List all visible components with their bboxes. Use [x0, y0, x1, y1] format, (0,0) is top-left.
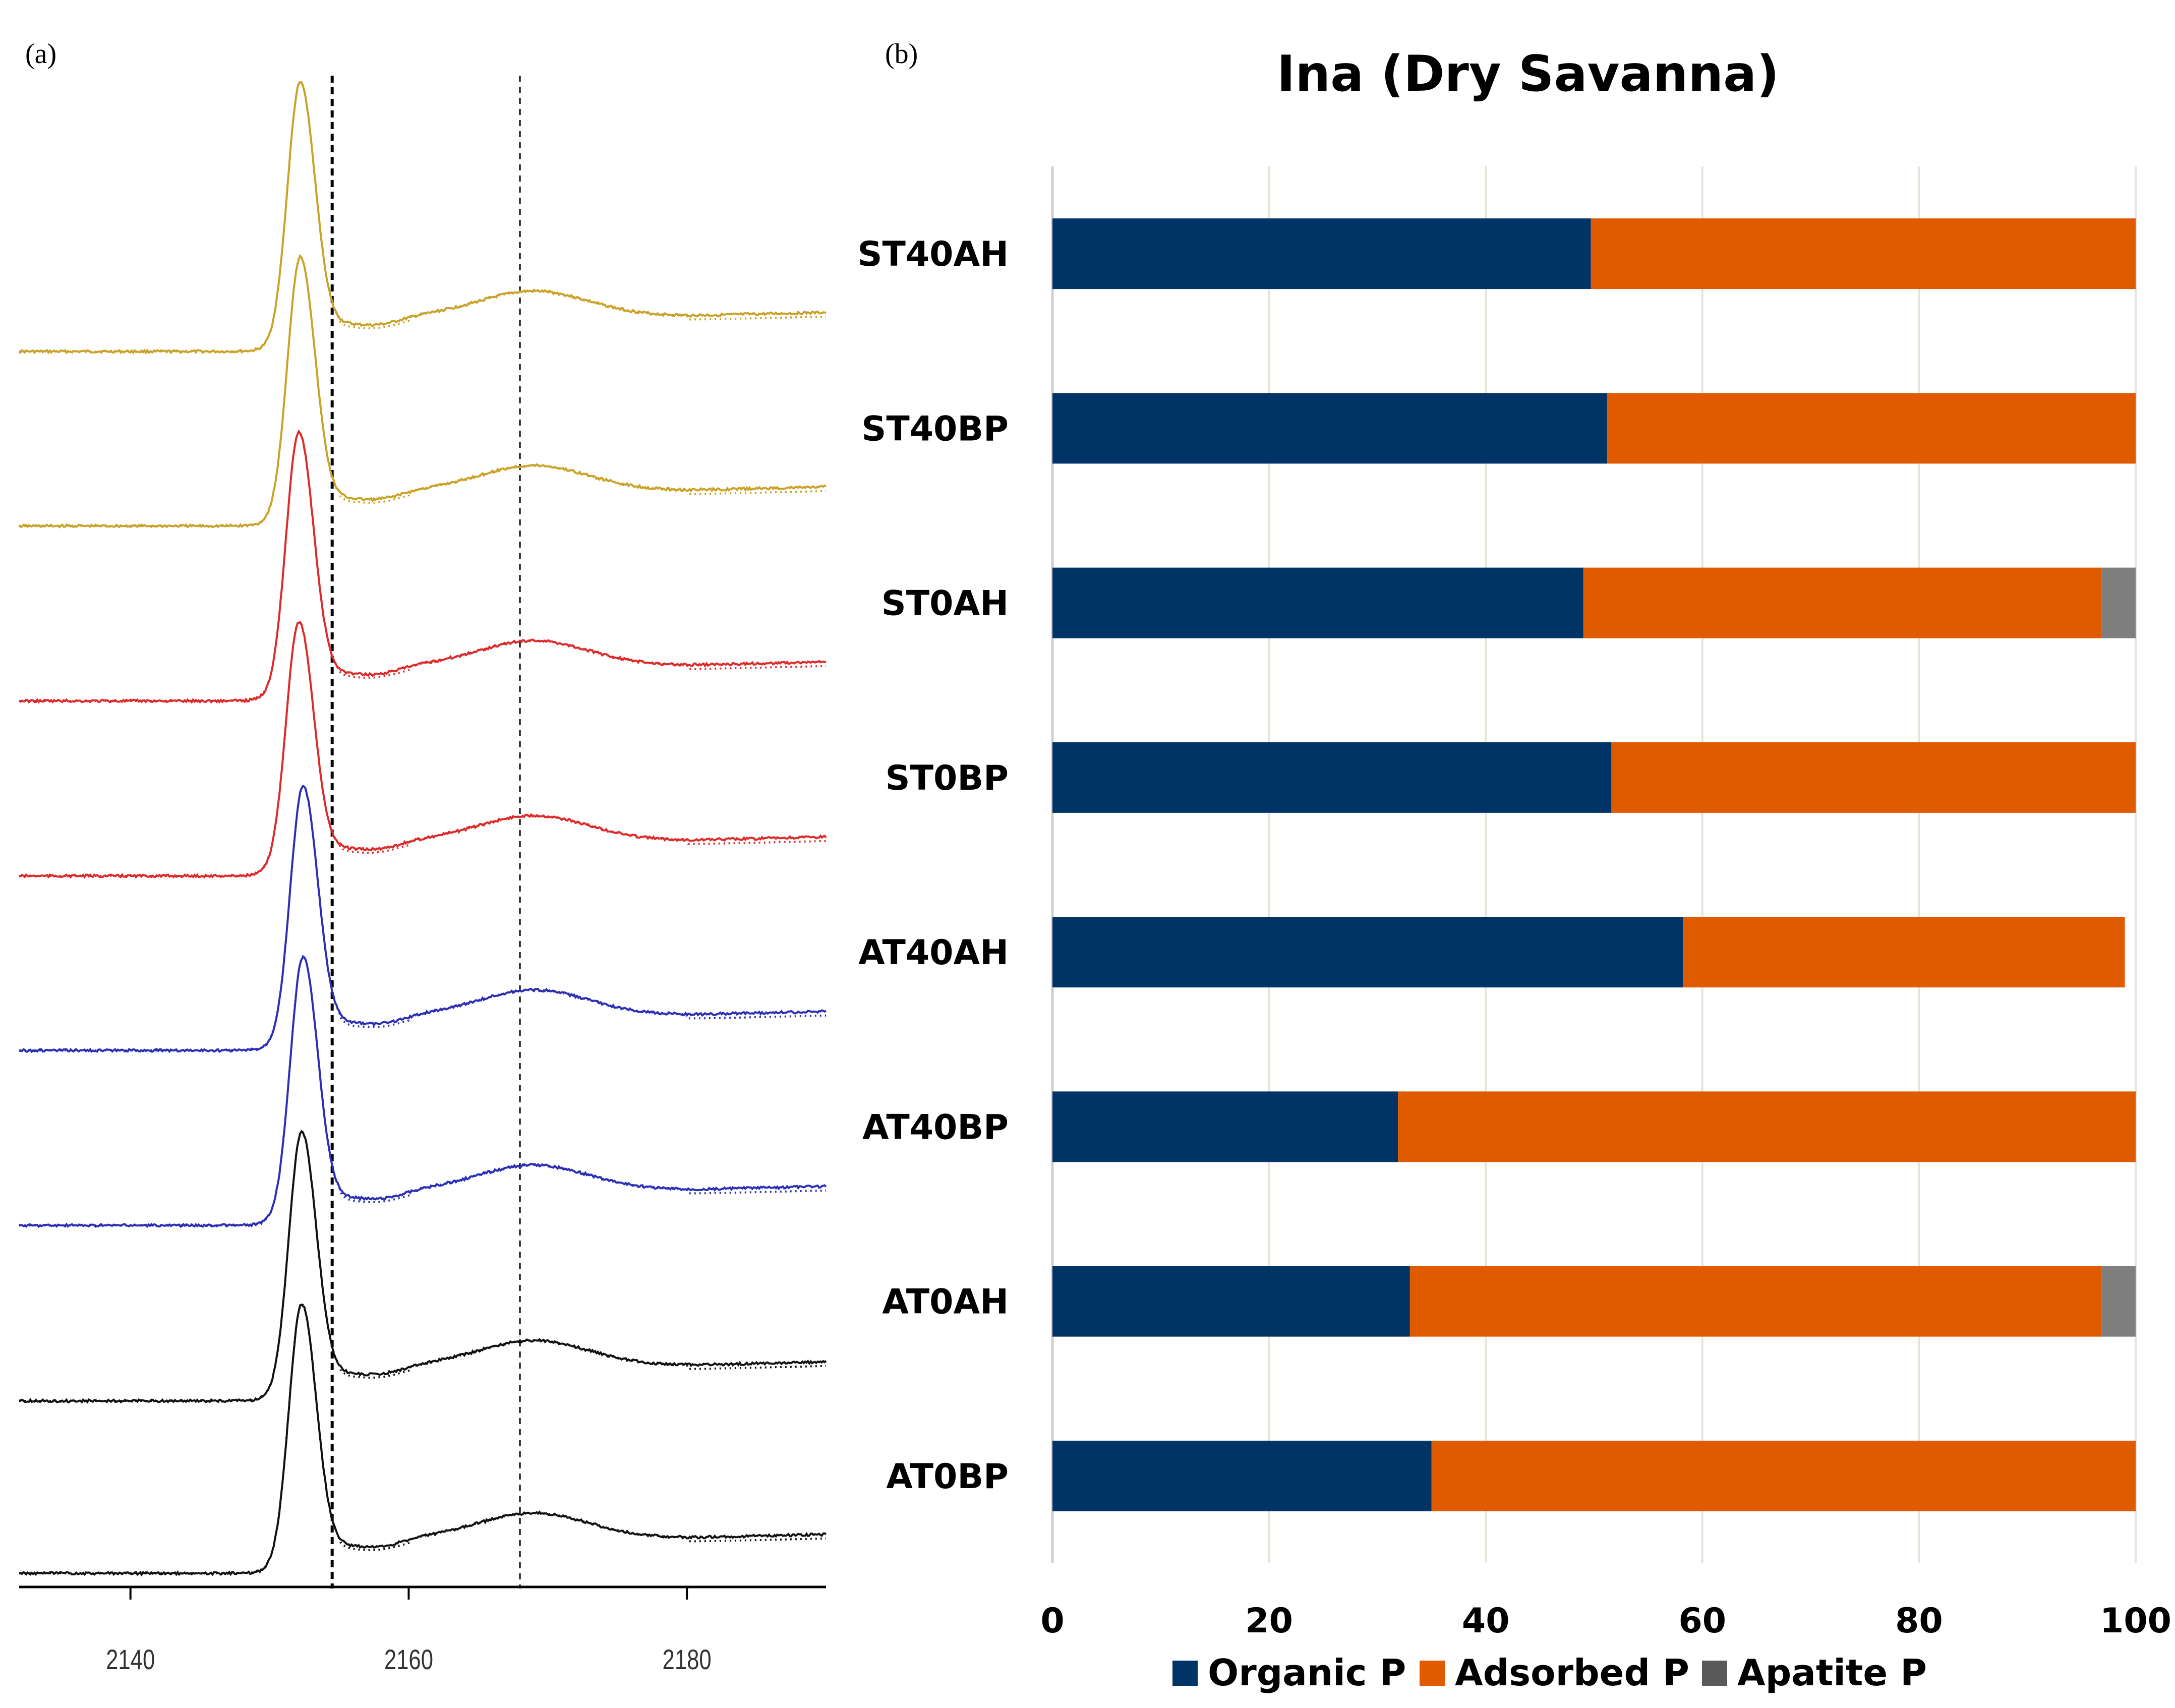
spectrum-1: [19, 81, 827, 355]
bar-ST0AH-organic-p: [1052, 567, 1583, 638]
reference-lines: [330, 76, 521, 1588]
panel-a-label: (a): [25, 38, 56, 70]
category-label: ST0AH: [881, 584, 1009, 624]
bar-ST40BP-organic-p: [1052, 393, 1607, 464]
bar-ST0BP-organic-p: [1052, 742, 1612, 813]
spectrum-fit-line: [19, 430, 827, 702]
chart-title: Ina (Dry Savanna): [1277, 45, 1779, 103]
spectrum-8: [19, 1303, 827, 1577]
spectrum-3: [18, 429, 827, 704]
legend-label: Organic P: [1208, 1652, 1406, 1694]
x-tick-label: 40: [1462, 1601, 1510, 1641]
spectrum-data-line: [19, 81, 827, 355]
spectrum-data-line: [19, 1130, 827, 1404]
x-axis-ticks: 0 20 40 60 80 100: [1040, 1601, 2171, 1641]
category-labels: ST40AH ST40BP ST0AH ST0BP AT40AH AT40BP AT0AH A…: [857, 234, 1009, 1497]
bar-ST0AH-adsorbed-p: [1583, 567, 2101, 638]
spectrum-fit-line: [19, 81, 827, 352]
x-tick-label: 2140: [106, 1644, 155, 1675]
x-tick-label: 20: [1245, 1601, 1293, 1641]
spectrum-fit-line: [19, 1130, 827, 1402]
spectrum-data-line: [18, 254, 827, 529]
spectrum-data-line: [18, 429, 827, 704]
legend-label: Apatite P: [1737, 1652, 1927, 1694]
spectrum-fit-line: [19, 255, 827, 527]
spectra-series: [18, 81, 827, 1577]
spectrum-fit-line: [19, 955, 827, 1226]
bar-AT0AH-organic-p: [1052, 1266, 1410, 1337]
bar-AT0AH-adsorbed-p: [1409, 1266, 2101, 1337]
x-tick-label: 2160: [384, 1644, 433, 1675]
spectrum-fit-line: [19, 785, 827, 1051]
spectrum-2: [18, 254, 827, 529]
bar-ST40AH-adsorbed-p: [1591, 218, 2136, 289]
spectrum-data-line: [19, 785, 827, 1053]
bars: [1052, 218, 2136, 1511]
legend-swatch-organic-p: [1172, 1661, 1198, 1686]
spectrum-4: [19, 620, 827, 879]
bar-AT40BP-organic-p: [1052, 1091, 1398, 1162]
x-axis-ticks: 2140 2160 2180: [106, 1587, 712, 1675]
category-label: ST40BP: [861, 409, 1009, 449]
bar-ST0BP-adsorbed-p: [1611, 742, 2136, 813]
x-tick-label: 2180: [663, 1644, 712, 1675]
spectrum-data-line: [19, 1303, 827, 1577]
bar-AT40AH-organic-p: [1052, 917, 1683, 988]
panel-a-spectra-plot: 2140 2160 2180: [18, 76, 827, 1675]
spectrum-fit-line: [19, 620, 827, 877]
category-label: AT0AH: [882, 1282, 1009, 1322]
category-label: AT40AH: [858, 933, 1009, 973]
spectrum-5: [19, 785, 827, 1053]
spectrum-data-line: [19, 621, 827, 879]
bar-AT0AH-apatite-p: [2101, 1266, 2136, 1337]
panel-b-bar-chart: Ina (Dry Savanna) ST40AH ST40BP ST0AH ST0BP…: [857, 45, 2171, 1694]
bar-AT40AH-adsorbed-p: [1683, 917, 2125, 988]
x-tick-label: 80: [1895, 1601, 1943, 1641]
legend-swatch-apatite-p: [1702, 1661, 1727, 1686]
category-label: AT0BP: [886, 1457, 1009, 1497]
spectrum-7: [19, 1130, 827, 1404]
x-tick-label: 0: [1040, 1601, 1064, 1641]
x-tick-label: 60: [1678, 1601, 1726, 1641]
bar-ST40BP-adsorbed-p: [1607, 393, 2136, 464]
bar-ST40AH-organic-p: [1052, 218, 1591, 289]
legend: Organic P Adsorbed P Apatite P: [1172, 1652, 1927, 1694]
category-label: ST0BP: [886, 758, 1009, 798]
spectrum-6: [18, 955, 827, 1228]
legend-label: Adsorbed P: [1455, 1652, 1689, 1694]
category-label: ST40AH: [857, 234, 1009, 274]
legend-swatch-adsorbed-p: [1420, 1661, 1445, 1686]
gridlines: [1051, 166, 2137, 1563]
bar-ST0AH-apatite-p: [2101, 567, 2136, 638]
category-label: AT40BP: [862, 1107, 1009, 1147]
bar-AT40BP-adsorbed-p: [1398, 1091, 2136, 1162]
spectrum-fit-line: [19, 1303, 827, 1574]
x-tick-label: 100: [2100, 1601, 2171, 1641]
spectrum-data-line: [18, 956, 827, 1228]
bar-AT0BP-organic-p: [1052, 1440, 1432, 1511]
bar-AT0BP-adsorbed-p: [1431, 1440, 2136, 1511]
panel-b-label: (b): [885, 38, 918, 70]
